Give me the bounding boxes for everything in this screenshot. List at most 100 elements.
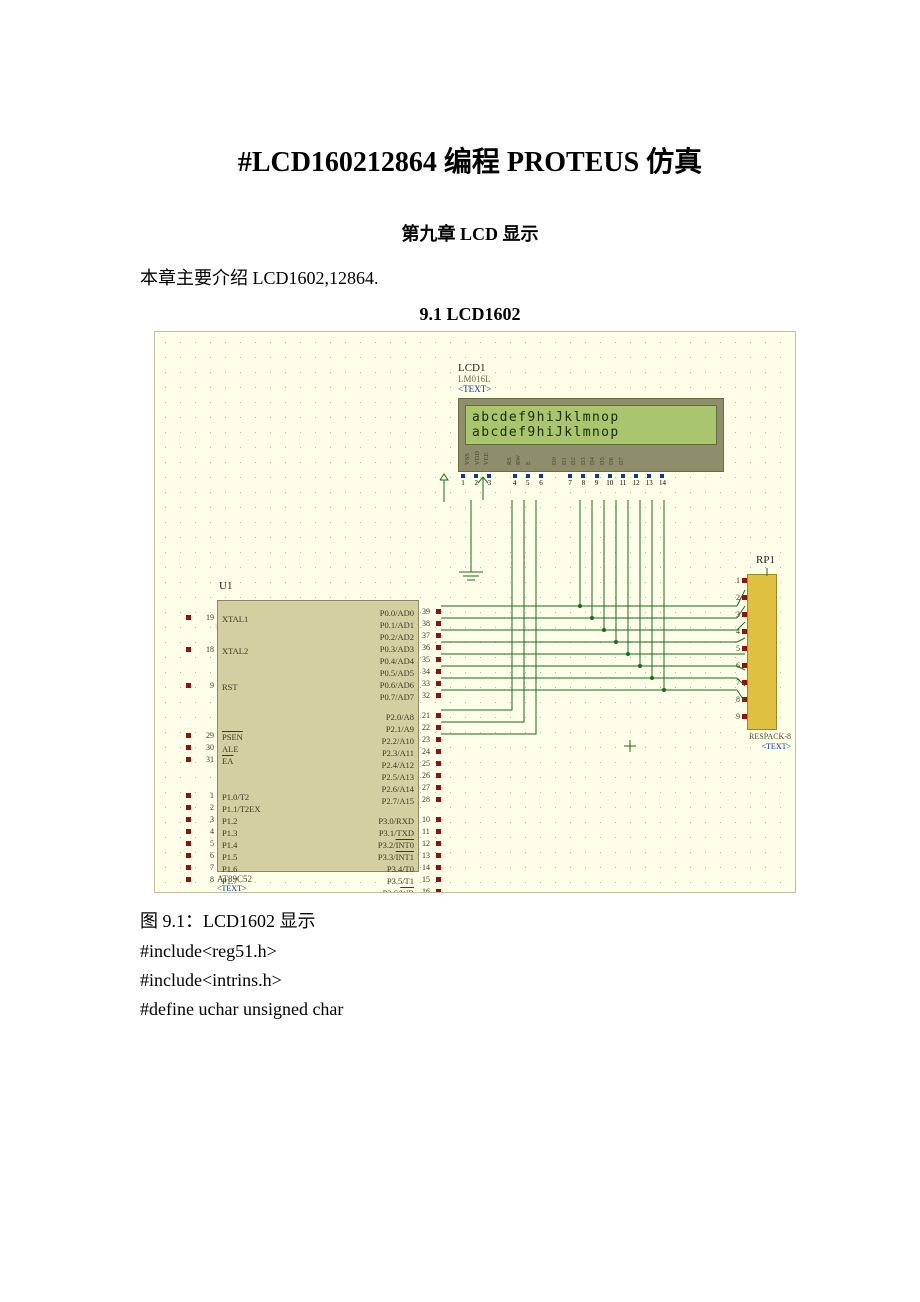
mcu-pin-right: P3.2/INT0 <box>378 839 414 851</box>
lcd-pin-num: 3 <box>484 474 494 487</box>
mcu-pin-left: ALE <box>222 743 239 755</box>
lcd-text-tag: <TEXT> <box>458 384 708 394</box>
mcu-pin-right: P2.2/A10 <box>382 735 414 747</box>
mcu-pin-num: 21 <box>422 711 430 720</box>
lcd-body: abcdef9hiJklmnop abcdef9hiJklmnop VSSVDD… <box>458 398 724 472</box>
mcu-pin-right: P3.5/T1 <box>387 875 414 887</box>
mcu-pin-num: 7 <box>196 863 214 872</box>
mcu-pad <box>436 889 441 893</box>
mcu-pad <box>186 841 191 846</box>
mcu-pad <box>436 725 441 730</box>
code-line-2: #include<intrins.h> <box>140 970 800 991</box>
mcu-chip: XTAL119XTAL218RST9PSEN29ALE30EA31P1.0/T2… <box>217 600 419 872</box>
mcu-pin-num: 23 <box>422 735 430 744</box>
mcu-pad <box>436 853 441 858</box>
lcd-pin-num: 5 <box>523 474 533 487</box>
lcd-pin-num: 12 <box>631 474 641 487</box>
lcd-pin-label: D7 <box>619 451 626 465</box>
lcd-line2: abcdef9hiJklmnop <box>472 425 710 440</box>
mcu-pad <box>436 785 441 790</box>
mcu-pad <box>436 609 441 614</box>
mcu-pin-num: 13 <box>422 851 430 860</box>
intro-text: 本章主要介绍 LCD1602,12864. <box>140 264 800 290</box>
lcd-component: LCD1 LM016L <TEXT> abcdef9hiJklmnop abcd… <box>458 362 708 487</box>
mcu-pin-right: P0.7/AD7 <box>380 691 414 703</box>
mcu-pin-left: P1.3 <box>222 827 237 839</box>
mcu-pad <box>186 853 191 858</box>
mcu-pin-right: P2.7/A15 <box>382 795 414 807</box>
lcd-pin-num: 13 <box>644 474 654 487</box>
code-line-1: #include<reg51.h> <box>140 941 800 962</box>
lcd-pin-num: 11 <box>618 474 628 487</box>
rpack-pin: 6 <box>736 661 747 670</box>
chapter-subtitle: 第九章 LCD 显示 <box>140 220 800 246</box>
mcu-pad <box>186 829 191 834</box>
mcu-pad <box>186 877 191 882</box>
lcd-pin-num: 9 <box>592 474 602 487</box>
lcd-pin-label: D2 <box>571 451 578 465</box>
mcu-pin-num: 4 <box>196 827 214 836</box>
rpack-pin: 2 <box>736 593 747 602</box>
lcd-pin-num: 4 <box>510 474 520 487</box>
mcu-pin-right: P0.1/AD1 <box>380 619 414 631</box>
rpack-body <box>747 574 777 730</box>
mcu-pin-num: 37 <box>422 631 430 640</box>
lcd-part: LM016L <box>458 374 708 384</box>
mcu-pin-num: 24 <box>422 747 430 756</box>
rpack-pin: 3 <box>736 610 747 619</box>
mcu-pin-num: 8 <box>196 875 214 884</box>
lcd-pin-label: RW <box>516 451 523 465</box>
rpack-pin: 1 <box>736 576 747 585</box>
mcu-pad <box>186 615 191 620</box>
mcu-pin-num: 31 <box>196 755 214 764</box>
code-line-3: #define uchar unsigned char <box>140 999 800 1020</box>
rpack-pin: 9 <box>736 712 747 721</box>
mcu-pad <box>436 773 441 778</box>
mcu-pin-num: 18 <box>196 645 214 654</box>
mcu-pad <box>186 745 191 750</box>
lcd-pin-num: 7 <box>565 474 575 487</box>
mcu-pin-num: 29 <box>196 731 214 740</box>
mcu-pad <box>436 797 441 802</box>
mcu-pad <box>186 683 191 688</box>
figure-caption: 图 9.1：LCD1602 显示 <box>140 907 800 933</box>
mcu-pin-left: PSEN <box>222 731 243 743</box>
mcu-pad <box>436 693 441 698</box>
mcu-pin-left: P1.0/T2 <box>222 791 249 803</box>
mcu-pins: XTAL119XTAL218RST9PSEN29ALE30EA31P1.0/T2… <box>218 601 418 871</box>
lcd-pin-label: VDD <box>475 451 482 465</box>
rpack-pin: 8 <box>736 695 747 704</box>
mcu-pin-right: P2.3/A11 <box>382 747 414 759</box>
mcu-pin-num: 10 <box>422 815 430 824</box>
lcd-pin-num: 10 <box>605 474 615 487</box>
lcd-pin-label: D1 <box>562 451 569 465</box>
mcu-pin-num: 16 <box>422 887 430 893</box>
mcu-pin-num: 15 <box>422 875 430 884</box>
mcu-pin-num: 11 <box>422 827 430 836</box>
lcd-pin-label: RS <box>507 451 514 465</box>
lcd-pin-num: 6 <box>536 474 546 487</box>
mcu-pad <box>436 829 441 834</box>
lcd-pin-numbers: 1234567891011121314 <box>458 474 708 487</box>
mcu-pin-right: P2.5/A13 <box>382 771 414 783</box>
mcu-pin-right: P0.0/AD0 <box>380 607 414 619</box>
mcu-pin-num: 33 <box>422 679 430 688</box>
mcu-pin-right: P2.1/A9 <box>386 723 414 735</box>
mcu-ref: U1 <box>219 580 232 592</box>
mcu-pad <box>186 865 191 870</box>
mcu-pin-right: P2.4/A12 <box>382 759 414 771</box>
section-heading: 9.1 LCD1602 <box>140 304 800 325</box>
mcu-pin-right: P3.3/INT1 <box>378 851 414 863</box>
lcd-screen: abcdef9hiJklmnop abcdef9hiJklmnop <box>465 405 717 445</box>
lcd-line1: abcdef9hiJklmnop <box>472 410 710 425</box>
mcu-pin-right: P0.4/AD4 <box>380 655 414 667</box>
lcd-pin-label: D4 <box>590 451 597 465</box>
rpack-part: RESPACK-8 <box>749 732 791 741</box>
lcd-pin-label: E <box>526 451 533 465</box>
lcd-pin-num: 1 <box>458 474 468 487</box>
rpack-text-tag: <TEXT> <box>762 742 791 751</box>
mcu-pin-num: 6 <box>196 851 214 860</box>
mcu-pin-left: P1.2 <box>222 815 237 827</box>
mcu-pin-num: 3 <box>196 815 214 824</box>
mcu-pad <box>436 713 441 718</box>
